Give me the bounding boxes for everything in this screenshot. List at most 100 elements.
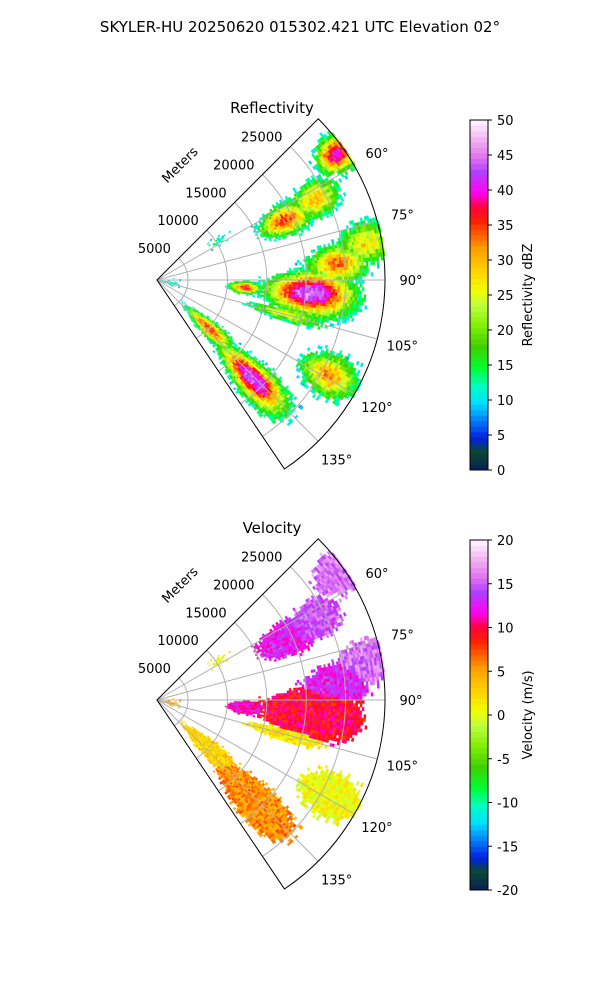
radar-cell <box>221 325 225 329</box>
colorbar-segment <box>470 366 488 373</box>
radar-cell <box>242 281 246 284</box>
radar-cell <box>365 265 369 270</box>
radar-cell <box>267 701 270 705</box>
radar-cell <box>275 284 279 287</box>
radar-cell <box>352 290 356 295</box>
radar-cell <box>357 276 361 281</box>
radar-cell <box>280 284 283 287</box>
radar-cell <box>355 286 358 291</box>
colorbar-segment <box>470 338 488 345</box>
colorbar-segment <box>470 174 488 181</box>
radar-cell <box>348 276 352 281</box>
radar-cell <box>312 266 316 270</box>
radar-cell <box>275 704 279 707</box>
colorbar-tick-label: 5 <box>497 429 505 444</box>
radar-cell <box>284 288 288 292</box>
radar-cell <box>210 248 214 252</box>
radar-cell <box>339 289 343 294</box>
radar-cell <box>302 269 305 273</box>
radar-cell <box>321 268 325 272</box>
radar-cell <box>324 693 328 698</box>
radar-cell <box>261 710 265 714</box>
radar-cell <box>248 350 253 354</box>
colorbar-segment <box>470 202 488 208</box>
radar-cell <box>302 694 305 698</box>
radar-cell <box>315 710 318 715</box>
radar-cell <box>363 688 367 693</box>
radar-cell <box>255 706 259 709</box>
radar-cell <box>266 705 270 708</box>
radar-cell <box>250 293 254 296</box>
radar-cell <box>289 692 292 696</box>
radar-cell <box>332 267 336 271</box>
colorbar-segment <box>470 223 488 230</box>
radar-cell <box>348 689 352 694</box>
radar-cell <box>291 275 294 278</box>
radar-cell <box>284 704 288 707</box>
radar-cell <box>251 281 255 284</box>
radar-cell <box>326 702 330 707</box>
radar-cell <box>325 681 329 686</box>
radar-cell <box>365 685 369 690</box>
radar-cell <box>308 266 312 270</box>
radar-cell <box>359 276 363 281</box>
radar-cell <box>335 687 338 691</box>
radar-cell <box>293 282 297 286</box>
radar-cell <box>306 694 310 698</box>
azimuth-tick-label: 120° <box>361 401 392 416</box>
radar-cell <box>293 289 296 293</box>
radar-cell <box>357 290 360 295</box>
radar-cell <box>355 279 358 284</box>
radar-cell <box>291 704 294 708</box>
radar-cell <box>301 710 305 714</box>
radar-cell <box>174 281 177 283</box>
radar-cell <box>355 272 358 277</box>
radar-cell <box>357 710 360 715</box>
radar-cell <box>279 710 283 714</box>
radar-cell <box>325 261 329 266</box>
radar-cell <box>247 701 250 704</box>
radar-cell <box>302 274 305 278</box>
radar-cell <box>245 281 248 284</box>
radar-cell <box>338 598 343 603</box>
radar-cell <box>331 693 334 698</box>
radar-cell <box>296 679 300 683</box>
radar-cell <box>280 706 283 709</box>
radar-cell <box>235 290 238 293</box>
radar-cell <box>286 272 290 276</box>
radar-cell <box>178 281 182 282</box>
colorbar-segment <box>470 229 488 236</box>
radar-cell <box>295 287 299 291</box>
radar-cell <box>359 637 363 642</box>
radar-cell <box>252 295 256 298</box>
radar-cell <box>343 594 349 600</box>
radar-cell <box>346 286 349 291</box>
radar-data-layer <box>160 550 386 847</box>
colorbar-segment <box>470 185 488 192</box>
radar-cell <box>263 237 268 241</box>
radar-cell <box>308 160 313 165</box>
radar-cell <box>299 287 303 291</box>
radar-cell <box>297 694 301 698</box>
radar-cell <box>331 282 334 287</box>
radar-cell <box>352 706 356 711</box>
radar-cell <box>338 178 343 183</box>
radar-cell <box>288 690 292 694</box>
radar-cell <box>317 705 321 709</box>
radar-cell <box>284 695 288 698</box>
colorbar-segment <box>470 448 488 455</box>
radar-cell <box>295 687 299 691</box>
radar-cell <box>321 708 325 712</box>
radar-cell <box>317 694 321 698</box>
radar-cell <box>340 617 345 622</box>
radar-cell <box>350 290 354 294</box>
radar-cell <box>361 688 365 693</box>
radar-cell <box>339 703 343 707</box>
radar-cell <box>273 658 277 662</box>
radar-cell <box>247 703 250 705</box>
radar-cell <box>310 686 314 690</box>
radar-cell <box>300 702 303 706</box>
radar-cell <box>333 273 336 278</box>
radar-cell <box>297 704 301 708</box>
radar-cell <box>359 217 363 222</box>
